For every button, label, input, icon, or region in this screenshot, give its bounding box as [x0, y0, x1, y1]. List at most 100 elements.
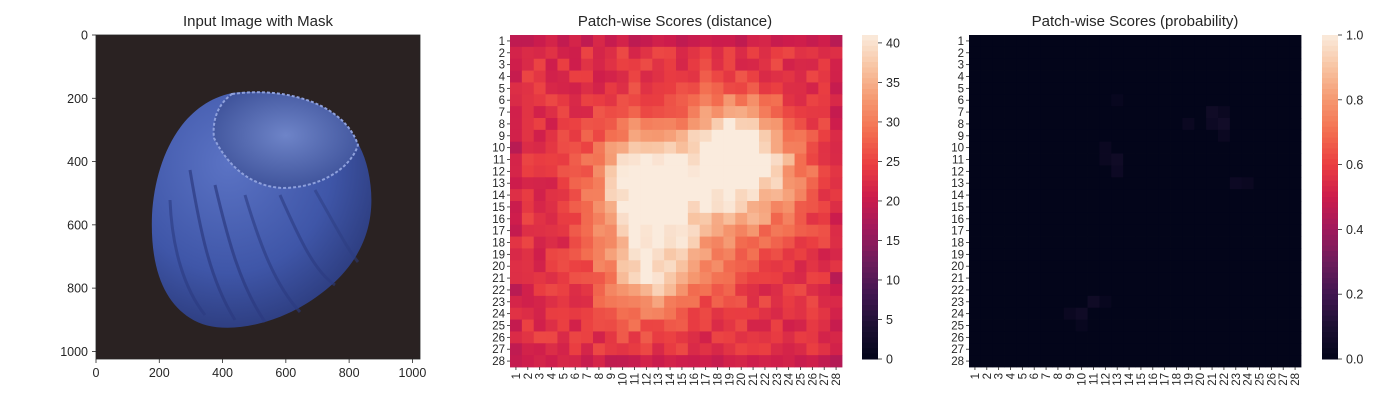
heatmap-cell	[969, 106, 982, 119]
heatmap-cell	[980, 272, 994, 285]
heatmap-cell	[664, 70, 677, 83]
colorbar-segment	[862, 40, 878, 47]
heatmap-cell	[557, 165, 570, 178]
heatmap-cell	[1241, 260, 1254, 273]
heatmap-cell	[759, 153, 772, 166]
row-tick-label: 23	[951, 297, 964, 309]
heatmap-cell	[1099, 118, 1112, 131]
heatmap-cell	[699, 70, 712, 83]
heatmap-cell	[664, 343, 677, 356]
heatmap-cell	[569, 343, 582, 356]
heatmap-cell	[1170, 307, 1183, 320]
heatmap-cell	[747, 355, 760, 368]
heatmap-cell	[628, 260, 641, 273]
row-tick-label: 4	[958, 72, 965, 84]
colorbar-segment	[1322, 245, 1338, 252]
heatmap-cell	[1075, 331, 1088, 344]
heatmap-cell	[1099, 94, 1112, 107]
colorbar-segment	[1322, 94, 1338, 101]
heatmap-cell	[652, 331, 665, 344]
heatmap-cell	[1229, 177, 1243, 190]
heatmap-cell	[510, 141, 523, 154]
heatmap-cell	[640, 118, 653, 131]
colorbar-segment	[1322, 83, 1338, 90]
heatmap-cell	[1016, 201, 1029, 214]
heatmap-cell	[569, 189, 582, 202]
y-tick-label: 400	[67, 155, 88, 169]
heatmap-cell	[969, 189, 982, 202]
heatmap-cell	[735, 343, 748, 356]
heatmap-cell	[1099, 35, 1112, 48]
heatmap-cell	[1146, 94, 1160, 107]
heatmap-cell	[1004, 177, 1017, 190]
heatmap-cell	[1265, 331, 1278, 344]
heatmap-cell	[1075, 70, 1088, 83]
colorbar-segment	[862, 305, 878, 311]
heatmap-cell	[1146, 177, 1160, 190]
heatmap-cell	[1099, 201, 1112, 214]
heatmap-cell	[806, 189, 819, 202]
heatmap-cell	[652, 46, 665, 60]
heatmap-cell	[1028, 106, 1041, 119]
col-tick-label: 14	[665, 372, 677, 385]
heatmap-cell	[830, 35, 843, 48]
heatmap-cell	[616, 153, 629, 166]
heatmap-cell	[1229, 307, 1243, 320]
heatmap-cell	[1158, 212, 1171, 226]
heatmap-cell	[1194, 331, 1207, 344]
heatmap-cell	[806, 248, 819, 261]
row-tick-label: 26	[492, 332, 505, 344]
heatmap-cell	[818, 58, 831, 71]
heatmap-cell	[1158, 272, 1171, 285]
heatmap-cell	[980, 35, 994, 48]
heatmap-cell	[581, 118, 594, 131]
heatmap-cell	[1265, 343, 1278, 356]
heatmap-cell	[969, 177, 982, 190]
heatmap-cell	[604, 331, 618, 344]
heatmap-cell	[723, 212, 736, 226]
heatmap-cell	[1241, 129, 1254, 143]
heatmap-cell	[1253, 118, 1266, 131]
heatmap-cell	[1040, 141, 1053, 154]
heatmap-cell	[1123, 284, 1136, 297]
heatmap-cell	[1265, 307, 1278, 320]
heatmap-cell	[1135, 70, 1148, 83]
heatmap-cell	[1194, 272, 1207, 285]
heatmap-cell	[711, 331, 724, 344]
heatmap-cell	[581, 248, 594, 261]
heatmap-cell	[1265, 248, 1278, 261]
heatmap-cell	[640, 201, 653, 214]
colorbar-segment	[862, 45, 878, 52]
heatmap-cell	[1052, 295, 1065, 309]
heatmap-cell	[1265, 94, 1278, 107]
heatmap-cell	[830, 129, 843, 143]
heatmap-cell	[1016, 284, 1029, 297]
heatmap-cell	[1135, 141, 1148, 154]
heatmap-cell	[593, 201, 606, 214]
row-tick-label: 10	[492, 143, 505, 155]
heatmap-cell	[581, 153, 594, 166]
heatmap-cell	[604, 94, 618, 107]
heatmap-cell	[1218, 212, 1231, 226]
heatmap-cell	[533, 201, 546, 214]
heatmap-cell	[1123, 46, 1136, 60]
heatmap-cell	[687, 129, 701, 143]
heatmap-cell	[1265, 46, 1278, 60]
heatmap-cell	[1111, 260, 1124, 273]
heatmap-cell	[770, 58, 784, 71]
col-tick-label: 20	[1195, 373, 1207, 386]
heatmap-cell	[604, 35, 618, 48]
heatmap-cell	[1158, 201, 1171, 214]
heatmap-cell	[1004, 355, 1017, 368]
heatmap-cell	[1063, 177, 1077, 190]
heatmap-cell	[1218, 355, 1231, 368]
heatmap-cell	[521, 272, 535, 285]
heatmap-cell	[806, 355, 819, 368]
heatmap-cell	[1265, 82, 1278, 95]
heatmap-cell	[794, 58, 807, 71]
heatmap-cell	[1075, 141, 1088, 154]
heatmap-cell	[806, 307, 819, 320]
heatmap-cell	[1253, 70, 1266, 83]
heatmap-cell	[1170, 165, 1183, 178]
x-tick-label: 200	[149, 366, 170, 380]
